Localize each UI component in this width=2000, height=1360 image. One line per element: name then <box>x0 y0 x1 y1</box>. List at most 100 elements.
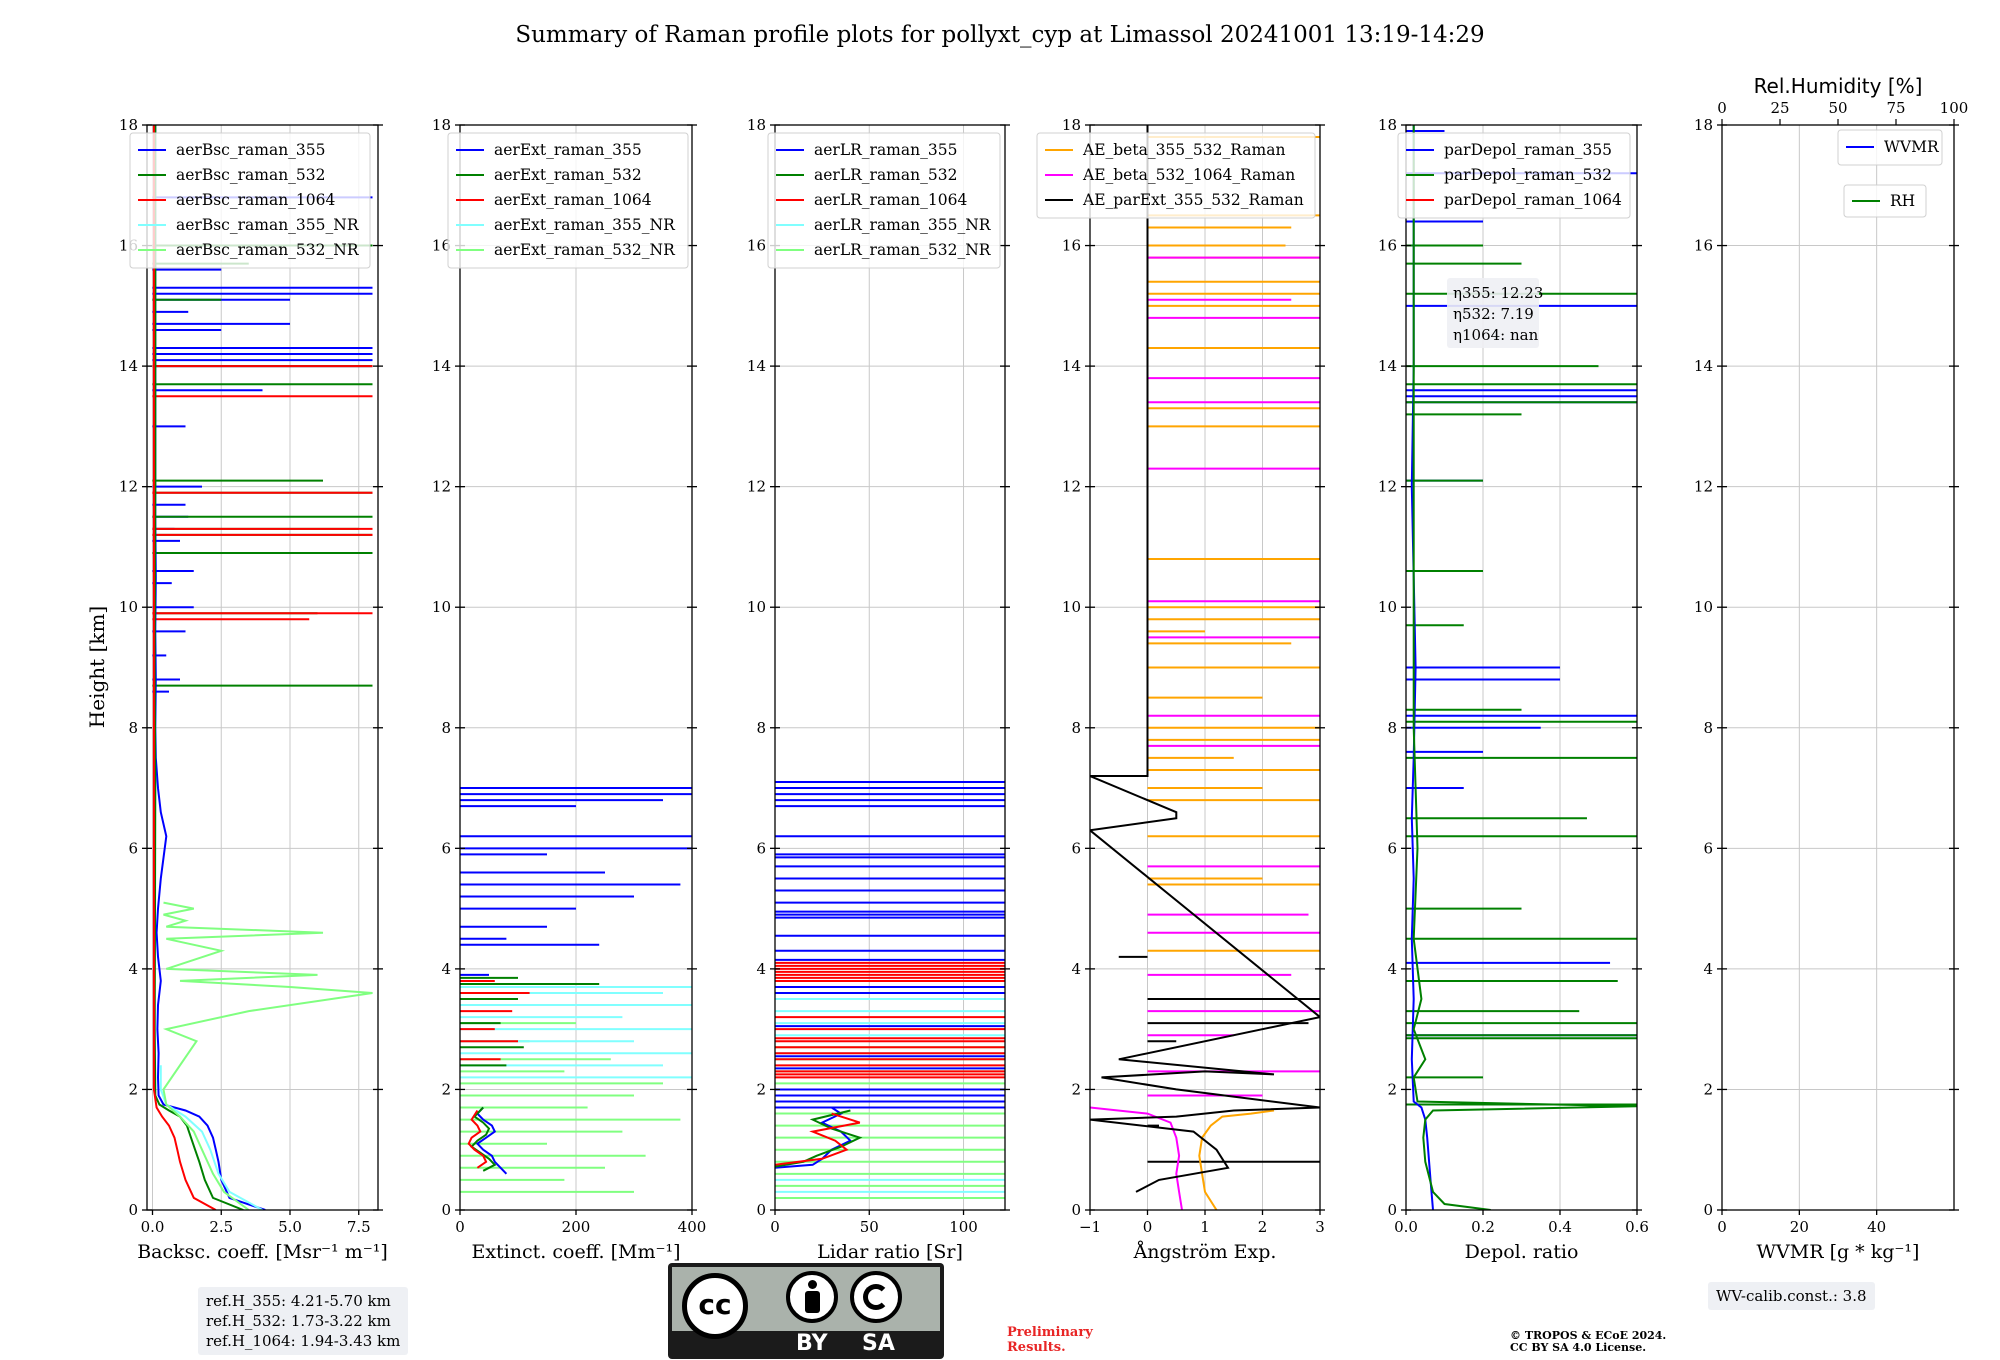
x-tick-label: 0 <box>770 1218 780 1236</box>
legend-frame <box>767 132 1001 269</box>
legend-label: aerExt_raman_532 <box>494 166 642 184</box>
series-AE_beta_532_1064_Raman <box>1090 1106 1183 1210</box>
x-tick-label: 0.2 <box>1471 1218 1495 1236</box>
axes-frame <box>146 124 379 1211</box>
y-tick-label: 18 <box>747 116 766 134</box>
legend2-label: RH <box>1890 192 1915 210</box>
y-tick-label: 2 <box>756 1080 766 1098</box>
y-tick-label: 16 <box>1694 237 1713 255</box>
y-tick-label: 18 <box>1378 116 1397 134</box>
y-tick-label: 0 <box>441 1201 451 1219</box>
legend-label: aerLR_raman_532_NR <box>814 241 992 259</box>
y-tick-label: 6 <box>1071 839 1081 857</box>
legend-label: aerBsc_raman_1064 <box>176 191 336 209</box>
series-aerLR_raman_1064 <box>775 1112 861 1166</box>
eta-line: η355: 12.23 <box>1453 284 1543 302</box>
legend: AE_beta_355_532_Raman AE_beta_532_1064_Ra… <box>1036 132 1316 219</box>
top-axis-label: Rel.Humidity [%] <box>1754 74 1923 98</box>
x-tick-label: 20 <box>1790 1218 1809 1236</box>
x-tick-label: 5.0 <box>278 1218 302 1236</box>
y-tick-label: 4 <box>1387 960 1397 978</box>
series-aerExt_raman_532 <box>470 1106 497 1172</box>
y-tick-label: 12 <box>1694 478 1713 496</box>
axes-frame <box>1721 124 1955 1211</box>
y-tick-label: 18 <box>432 116 451 134</box>
x-tick-label: 0.4 <box>1548 1218 1572 1236</box>
series-aerBsc_raman_532_NR <box>162 901 373 1210</box>
y-tick-label: 2 <box>1071 1080 1081 1098</box>
y-tick-label: 8 <box>441 719 451 737</box>
x-tick-label: 2.5 <box>209 1218 233 1236</box>
y-tick-label: 18 <box>119 116 138 134</box>
x-axis-label: WVMR [g * kg⁻¹] <box>1757 1241 1920 1263</box>
y-tick-label: 12 <box>747 478 766 496</box>
legend-label: aerExt_raman_355 <box>494 141 642 159</box>
y-tick-label: 6 <box>1703 839 1713 857</box>
top-tick-label: 0 <box>1717 99 1727 117</box>
x-tick-label: 0 <box>1143 1218 1153 1236</box>
cc-logo-icon: cc <box>682 1273 748 1339</box>
x-tick-label: 100 <box>949 1218 978 1236</box>
legend-label: parDepol_raman_1064 <box>1444 191 1622 209</box>
top-tick-label: 75 <box>1886 99 1905 117</box>
y-tick-label: 8 <box>1387 719 1397 737</box>
y-tick-label: 8 <box>1703 719 1713 737</box>
cc-by-sa-badge: cc BY SA <box>668 1263 944 1359</box>
x-tick-label: 400 <box>678 1218 707 1236</box>
y-tick-label: 4 <box>1703 960 1713 978</box>
series-AE_parExt_355_532_Raman <box>1090 125 1320 1193</box>
axes-frame <box>774 124 1006 1211</box>
preliminary-line1: Preliminary <box>1007 1325 1093 1340</box>
legend-frame <box>129 132 371 269</box>
y-tick-label: 18 <box>1694 116 1713 134</box>
y-tick-label: 12 <box>119 478 138 496</box>
refh-1064: ref.H_1064: 1.94-3.43 km <box>206 1332 401 1350</box>
panel-wv: 0 25 50 75 100 Rel.Humidity [%] 0 2 4 6 8 10 12 14 16 1… <box>1694 74 1968 1263</box>
top-tick-label: 25 <box>1770 99 1789 117</box>
y-tick-label: 14 <box>1694 357 1713 375</box>
legend-frame <box>447 132 689 269</box>
y-tick-label: 14 <box>747 357 766 375</box>
y-tick-label: 14 <box>1378 357 1397 375</box>
series-aerExt_raman_1064 <box>467 1109 488 1169</box>
legend-label: aerLR_raman_355_NR <box>814 216 992 234</box>
y-tick-label: 4 <box>1071 960 1081 978</box>
eta-annotation: η355: 12.23 η532: 7.19 η1064: nan <box>1447 278 1543 348</box>
preliminary-note: Preliminary Results. <box>1007 1325 1093 1355</box>
y-tick-label: 6 <box>1387 839 1397 857</box>
legend: aerLR_raman_355 aerLR_raman_532 aerLR_rama… <box>767 132 1001 269</box>
y-tick-label: 0 <box>128 1201 138 1219</box>
y-tick-label: 12 <box>1378 478 1397 496</box>
y-tick-label: 4 <box>756 960 766 978</box>
x-tick-label: 1 <box>1200 1218 1210 1236</box>
y-tick-label: 6 <box>128 839 138 857</box>
legend-label: aerExt_raman_355_NR <box>494 216 676 234</box>
y-tick-label: 6 <box>756 839 766 857</box>
legend-label: aerLR_raman_532 <box>814 166 957 184</box>
y-tick-label: 2 <box>128 1080 138 1098</box>
series-parDepol_raman_532 <box>1412 125 1637 1210</box>
y-axis-label: Height [km] <box>85 606 109 728</box>
series-aerBsc_raman_355_NR <box>159 1065 263 1210</box>
legend-label: aerLR_raman_1064 <box>814 191 967 209</box>
legend-label: aerBsc_raman_532_NR <box>176 241 360 259</box>
y-tick-label: 8 <box>1071 719 1081 737</box>
x-axis-label: Extinct. coeff. [Mm⁻¹] <box>471 1241 680 1263</box>
legend2-frame <box>1843 184 1927 218</box>
y-tick-label: 10 <box>747 598 766 616</box>
data-layer <box>775 781 1005 1199</box>
legend: aerBsc_raman_355 aerBsc_raman_532 aerBsc_r… <box>129 132 371 269</box>
y-tick-label: 10 <box>1378 598 1397 616</box>
legend-frame <box>1036 132 1316 219</box>
top-tick-label: 100 <box>1940 99 1969 117</box>
x-axis-label: Depol. ratio <box>1465 1241 1579 1263</box>
x-tick-label: 3 <box>1315 1218 1325 1236</box>
wv-calib-text: WV-calib.const.: 3.8 <box>1716 1287 1867 1305</box>
panel-ext: 0 2 4 6 8 10 12 14 16 18 0 200 400 Extinct. coeff. [M… <box>432 116 706 1263</box>
eta-box <box>1447 278 1539 348</box>
legend: WVMR RH <box>1837 129 1943 218</box>
y-tick-label: 12 <box>432 478 451 496</box>
y-tick-label: 12 <box>1062 478 1081 496</box>
legend: parDepol_raman_355 parDepol_raman_532 parD… <box>1397 132 1631 219</box>
